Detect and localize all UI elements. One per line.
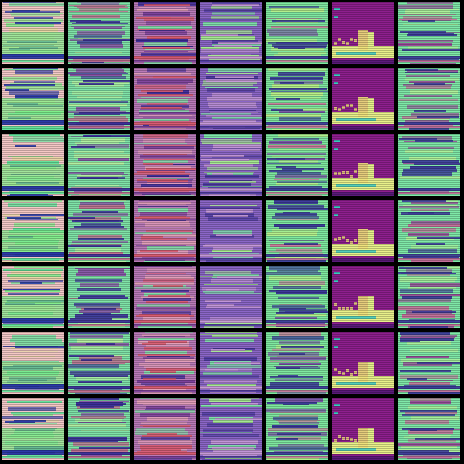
texture-image — [332, 398, 394, 460]
texture-image — [2, 134, 64, 196]
thumbnail-r2-c6 — [332, 68, 394, 130]
thumbnail-r2-c7 — [398, 68, 460, 130]
texture-image — [398, 68, 460, 130]
texture-image — [398, 398, 460, 460]
thumbnail-r4-c6 — [332, 200, 394, 262]
thumbnail-r3-c2 — [68, 134, 130, 196]
texture-image — [2, 398, 64, 460]
thumbnail-r1-c5 — [266, 2, 328, 64]
texture-image — [2, 68, 64, 130]
texture-image — [266, 266, 328, 328]
texture-image — [2, 2, 64, 64]
thumbnail-r6-c3 — [134, 332, 196, 394]
thumbnail-r1-c2 — [68, 2, 130, 64]
thumbnail-r3-c3 — [134, 134, 196, 196]
texture-image — [332, 266, 394, 328]
thumbnail-r5-c6 — [332, 266, 394, 328]
thumbnail-r4-c1 — [2, 200, 64, 262]
thumbnail-r7-c6 — [332, 398, 394, 460]
thumbnail-r3-c6 — [332, 134, 394, 196]
thumbnail-r1-c7 — [398, 2, 460, 64]
texture-image — [200, 266, 262, 328]
thumbnail-r2-c3 — [134, 68, 196, 130]
thumbnail-r6-c7 — [398, 332, 460, 394]
texture-image — [68, 68, 130, 130]
texture-image — [2, 332, 64, 394]
texture-image — [398, 200, 460, 262]
texture-image — [68, 200, 130, 262]
thumbnail-r5-c7 — [398, 266, 460, 328]
thumbnail-r3-c1 — [2, 134, 64, 196]
texture-image — [266, 398, 328, 460]
texture-image — [68, 2, 130, 64]
thumbnail-r2-c1 — [2, 68, 64, 130]
thumbnail-r1-c1 — [2, 2, 64, 64]
texture-image — [200, 332, 262, 394]
thumbnail-r3-c4 — [200, 134, 262, 196]
texture-image — [2, 200, 64, 262]
texture-image — [266, 68, 328, 130]
thumbnail-r3-c5 — [266, 134, 328, 196]
thumbnail-r5-c5 — [266, 266, 328, 328]
thumbnail-r6-c1 — [2, 332, 64, 394]
texture-image — [398, 2, 460, 64]
texture-image — [398, 332, 460, 394]
texture-image — [68, 266, 130, 328]
thumbnail-r6-c2 — [68, 332, 130, 394]
thumbnail-r7-c5 — [266, 398, 328, 460]
texture-image — [332, 68, 394, 130]
texture-image — [266, 332, 328, 394]
texture-image — [332, 134, 394, 196]
thumbnail-r7-c1 — [2, 398, 64, 460]
texture-image — [332, 2, 394, 64]
texture-image — [200, 134, 262, 196]
texture-image — [398, 134, 460, 196]
thumbnail-r6-c4 — [200, 332, 262, 394]
texture-image — [266, 134, 328, 196]
texture-image — [398, 266, 460, 328]
texture-image — [68, 134, 130, 196]
thumbnail-r2-c5 — [266, 68, 328, 130]
thumbnail-r2-c2 — [68, 68, 130, 130]
thumbnail-r4-c3 — [134, 200, 196, 262]
texture-image — [68, 332, 130, 394]
texture-image — [134, 68, 196, 130]
thumbnail-r5-c3 — [134, 266, 196, 328]
thumbnail-r5-c4 — [200, 266, 262, 328]
thumbnail-r3-c7 — [398, 134, 460, 196]
thumbnail-r4-c2 — [68, 200, 130, 262]
thumbnail-r7-c4 — [200, 398, 262, 460]
thumbnail-r1-c4 — [200, 2, 262, 64]
thumbnail-r7-c3 — [134, 398, 196, 460]
texture-image — [134, 332, 196, 394]
thumbnail-r4-c5 — [266, 200, 328, 262]
texture-image — [68, 398, 130, 460]
texture-image — [134, 398, 196, 460]
texture-image — [200, 398, 262, 460]
texture-image — [332, 332, 394, 394]
thumbnail-r7-c7 — [398, 398, 460, 460]
thumbnail-r5-c2 — [68, 266, 130, 328]
texture-image — [200, 200, 262, 262]
texture-image — [332, 200, 394, 262]
thumbnail-r2-c4 — [200, 68, 262, 130]
texture-image — [266, 2, 328, 64]
texture-image — [266, 200, 328, 262]
texture-image — [134, 200, 196, 262]
texture-image — [134, 266, 196, 328]
texture-image — [2, 266, 64, 328]
texture-image — [134, 134, 196, 196]
thumbnail-r6-c5 — [266, 332, 328, 394]
texture-image — [200, 2, 262, 64]
thumbnail-r4-c7 — [398, 200, 460, 262]
thumbnail-r7-c2 — [68, 398, 130, 460]
texture-image — [134, 2, 196, 64]
texture-image — [200, 68, 262, 130]
thumbnail-r4-c4 — [200, 200, 262, 262]
thumbnail-r1-c6 — [332, 2, 394, 64]
thumbnail-r6-c6 — [332, 332, 394, 394]
thumbnail-r1-c3 — [134, 2, 196, 64]
thumbnail-r5-c1 — [2, 266, 64, 328]
